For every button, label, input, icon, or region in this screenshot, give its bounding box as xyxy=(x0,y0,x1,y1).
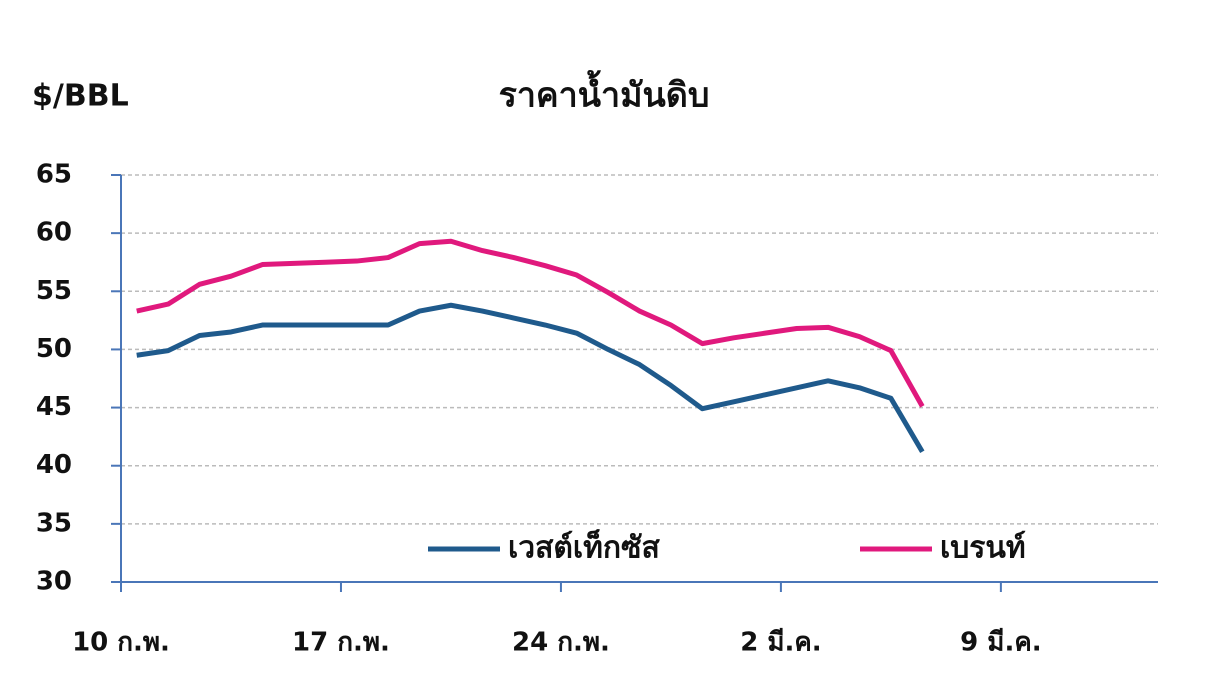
line-series xyxy=(136,302,925,454)
x-tick-label: 2 มี.ค. xyxy=(740,628,821,658)
y-tick-label: 50 xyxy=(36,334,72,364)
y-tick-label: 40 xyxy=(36,450,72,480)
y-tick-label: 35 xyxy=(36,508,72,538)
y-tick-label: 60 xyxy=(36,218,72,248)
legend-label: เบรนท์ xyxy=(940,531,1026,566)
line-series xyxy=(136,238,925,408)
legend-label: เวสต์เท็กซัส xyxy=(508,529,660,566)
y-tick-label: 65 xyxy=(36,160,72,190)
y-tick-label: 30 xyxy=(36,567,72,597)
y-axis-label: $/BBL xyxy=(32,79,129,114)
x-tick-label: 10 ก.พ. xyxy=(72,628,170,658)
x-tick-label: 17 ก.พ. xyxy=(292,628,390,658)
chart-title: ราคาน้ำมันดิบ xyxy=(499,70,710,116)
y-tick-label: 55 xyxy=(36,276,72,306)
x-tick-label: 9 มี.ค. xyxy=(960,628,1041,658)
x-tick-label: 24 ก.พ. xyxy=(512,628,610,658)
y-tick-label: 45 xyxy=(36,392,72,422)
